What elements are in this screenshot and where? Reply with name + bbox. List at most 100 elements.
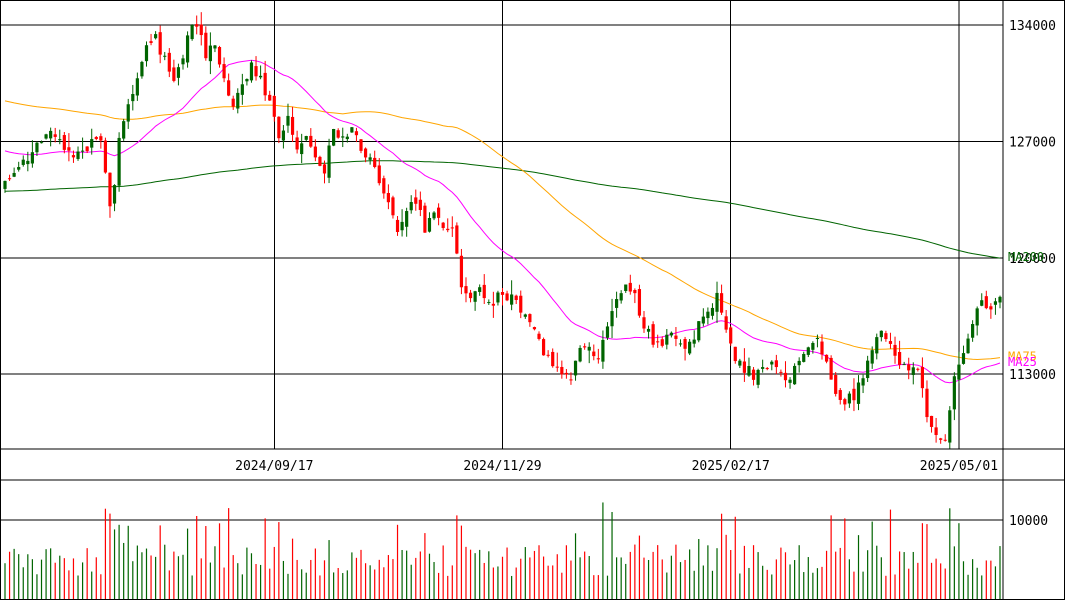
volume-bar: [570, 560, 572, 600]
candle: [788, 377, 792, 389]
volume-bar: [807, 557, 809, 600]
volume-bar: [456, 515, 458, 600]
volume-bar: [54, 562, 56, 600]
candle: [564, 369, 568, 379]
candle: [313, 139, 317, 162]
volume-bar: [734, 516, 736, 600]
candle: [414, 189, 418, 211]
candle-body: [491, 303, 495, 306]
candle-body: [514, 295, 518, 300]
volume-bar: [501, 556, 504, 600]
volume-bar: [305, 572, 307, 600]
candle: [176, 63, 181, 86]
volume-bar: [497, 566, 499, 600]
price-grid: [0, 0, 1003, 449]
candle-body: [633, 290, 637, 294]
candle-body: [532, 327, 537, 330]
volume-bar: [857, 535, 860, 600]
candle-body: [423, 205, 427, 233]
candle: [779, 369, 783, 377]
candle-body: [528, 314, 532, 323]
volume-bar: [196, 516, 198, 600]
candle: [573, 360, 578, 381]
volume-bar: [561, 572, 563, 600]
volume-bar: [830, 515, 832, 600]
candle: [770, 360, 774, 371]
candle-body: [719, 293, 724, 313]
candle-body: [820, 341, 824, 355]
candle: [240, 73, 244, 105]
volume-bar: [565, 545, 567, 600]
volume-bars: [4, 502, 1001, 600]
volume-bar: [876, 545, 878, 600]
candle-body: [30, 152, 34, 164]
volume-bar: [492, 567, 494, 600]
candle-body: [500, 291, 505, 295]
candle-body: [459, 255, 464, 288]
candle: [190, 24, 194, 41]
candle-body: [300, 143, 304, 155]
candle-body: [99, 136, 103, 141]
volume-bar: [296, 559, 298, 600]
candle: [446, 218, 450, 233]
volume-bar: [616, 557, 618, 600]
candle: [131, 84, 135, 111]
volume-bar: [716, 548, 718, 600]
volume-bar: [880, 557, 882, 600]
volume-axis-labels: 10000: [1009, 514, 1048, 529]
candle: [902, 361, 906, 366]
candle: [322, 160, 327, 184]
volume-bar: [771, 574, 773, 600]
volume-bar: [369, 565, 371, 600]
candle-body: [856, 382, 861, 404]
volume-bar: [209, 562, 211, 600]
candle: [943, 434, 947, 442]
candle: [738, 358, 742, 369]
candle-body: [80, 150, 85, 152]
candle: [468, 289, 473, 303]
volume-bar: [291, 538, 294, 600]
volume-bar: [392, 559, 394, 600]
candle-body: [934, 427, 938, 436]
volume-bar: [579, 557, 581, 600]
candle-body: [245, 78, 249, 82]
volume-bar: [949, 508, 951, 600]
candle: [473, 290, 477, 311]
candle-body: [268, 94, 272, 101]
volume-bar: [821, 566, 823, 600]
candle: [989, 303, 993, 319]
candle-body: [510, 294, 514, 305]
candle-body: [660, 339, 664, 346]
volume-bar: [912, 551, 914, 600]
candle-body: [112, 185, 117, 204]
volume-bar: [232, 555, 234, 600]
candle-body: [770, 361, 774, 365]
candle: [290, 106, 295, 142]
volume-bar: [524, 547, 526, 600]
candle-body: [336, 130, 340, 138]
volume-bar: [702, 565, 704, 600]
volume-bar: [743, 545, 746, 600]
volume-bar: [990, 560, 992, 600]
volume-bar: [104, 508, 107, 600]
candle-body: [870, 350, 874, 364]
candle-body: [391, 197, 395, 216]
candle: [929, 415, 934, 433]
volume-bar: [364, 563, 367, 600]
volume-bar: [273, 546, 275, 600]
candle-body: [290, 116, 295, 135]
volume-bar: [278, 522, 280, 600]
volume-bar: [871, 521, 873, 600]
volume-bar: [68, 570, 70, 600]
candle-body: [811, 342, 815, 350]
volume-bar: [930, 562, 933, 600]
candle: [993, 297, 998, 315]
candle: [208, 32, 212, 75]
candle: [674, 326, 678, 347]
volume-bar: [246, 547, 248, 600]
candle-body: [765, 368, 769, 370]
candle: [856, 375, 861, 411]
candle-body: [788, 379, 792, 383]
volume-bar: [447, 575, 449, 600]
candle: [423, 202, 427, 233]
